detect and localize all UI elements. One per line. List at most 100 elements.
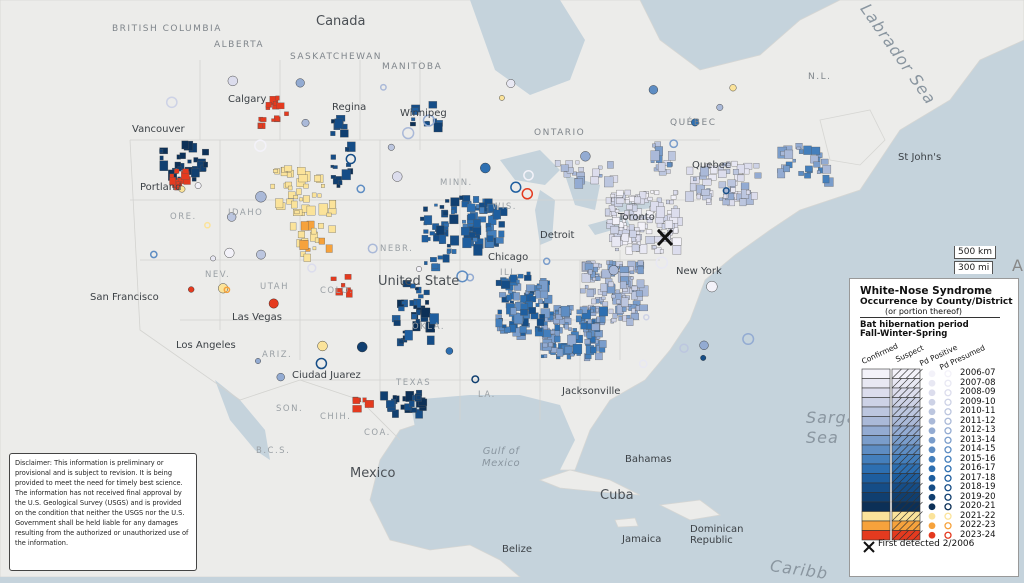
county-fill [538, 299, 543, 304]
county-fill [580, 322, 588, 330]
county-fill [646, 210, 654, 218]
county-fill [294, 210, 300, 215]
county-fill [434, 203, 438, 207]
county-fill [423, 229, 429, 234]
county-fill [591, 323, 600, 331]
county-fill [718, 181, 727, 189]
county-fill [673, 190, 678, 196]
legend-pd-positive-dot [928, 503, 936, 511]
legend-year-label: 2013-14 [960, 434, 996, 445]
county-fill [413, 305, 418, 309]
county-fill [508, 289, 513, 294]
county-fill [303, 195, 310, 203]
county-fill [306, 205, 316, 216]
county-fill [740, 182, 750, 190]
county-fill [650, 190, 655, 194]
county-fill [459, 195, 464, 200]
county-fill [637, 260, 644, 266]
legend-suspect-hatch [891, 378, 902, 389]
county-fill [792, 158, 796, 163]
county-fill [420, 307, 431, 318]
county-fill [495, 318, 503, 328]
county-fill [428, 101, 438, 109]
county-fill [296, 188, 302, 195]
legend-suspect-hatch [905, 482, 916, 493]
county-fill [746, 189, 751, 195]
legend-suspect-hatch [905, 454, 916, 465]
county-fill [461, 226, 470, 236]
legend-suspect-hatch [898, 463, 909, 474]
county-fill [734, 191, 739, 194]
pd-positive-marker [480, 162, 491, 174]
county-fill [650, 150, 660, 161]
legend-confirmed-swatch [861, 520, 891, 531]
legend-suspect-hatch [898, 378, 909, 389]
city-label: Vancouver [132, 124, 185, 135]
legend-suspect-hatch [898, 530, 909, 541]
county-fill [598, 263, 602, 268]
county-fill [574, 178, 584, 189]
legend-confirmed-swatch [861, 530, 891, 541]
legend-confirmed-swatch [861, 454, 891, 465]
legend-suspect-hatch [898, 435, 909, 446]
state-label: COA. [364, 428, 391, 438]
legend-suspect-hatch [905, 473, 916, 484]
scale-mi: 300 mi [954, 261, 994, 274]
legend-confirmed-swatch [861, 482, 891, 493]
county-fill [635, 290, 643, 297]
county-fill [179, 152, 186, 159]
county-fill [590, 176, 599, 185]
county-fill [671, 208, 680, 218]
county-fill [608, 281, 614, 287]
county-fill [265, 102, 272, 108]
province-label: SASKATCHEWAN [290, 52, 382, 62]
state-label: UTAH [260, 282, 289, 292]
county-fill [668, 151, 676, 161]
city-label: Jacksonville [562, 386, 621, 397]
county-fill [611, 318, 617, 323]
legend-pd-positive-dot [928, 531, 936, 539]
county-fill [645, 229, 653, 235]
pd-presumed-marker [471, 375, 480, 384]
legend-confirmed-swatch [861, 473, 891, 484]
county-fill [626, 317, 634, 326]
city-label: Toronto [618, 212, 655, 223]
county-fill [673, 227, 679, 234]
country-label-mexico: Mexico [350, 466, 396, 481]
state-label: ORE. [170, 212, 197, 222]
legend-suspect-hatch [898, 492, 909, 503]
county-fill [803, 145, 812, 155]
legend-suspect-hatch [898, 416, 909, 427]
county-fill [431, 263, 439, 270]
legend-suspect-hatch [891, 463, 902, 474]
legend-suspect-swatch [891, 368, 921, 379]
county-fill [488, 215, 497, 225]
county-fill [586, 331, 592, 339]
county-fill [352, 405, 362, 413]
legend-year-label: 2022-23 [960, 520, 996, 530]
county-fill [595, 276, 601, 281]
legend-suspect-hatch [891, 444, 902, 455]
legend-pd-positive-dot [928, 408, 936, 416]
pd-positive-marker [255, 191, 267, 203]
county-fill [284, 165, 293, 172]
county-fill [517, 273, 524, 279]
pd-positive-marker [268, 298, 279, 309]
county-fill [626, 315, 631, 319]
county-fill [595, 352, 603, 361]
county-fill [816, 170, 821, 174]
county-fill [423, 206, 428, 212]
county-fill [311, 192, 317, 198]
county-fill [564, 324, 569, 330]
county-fill [462, 195, 471, 202]
county-fill [619, 266, 629, 273]
pd-positive-marker [276, 373, 285, 382]
county-fill [341, 169, 351, 181]
county-fill [624, 189, 631, 196]
legend-suspect-hatch [898, 501, 909, 512]
legend-suspect-hatch [912, 511, 923, 522]
legend-pd-presumed-ring [944, 417, 952, 425]
county-fill [528, 307, 536, 314]
county-fill [321, 184, 325, 188]
legend-suspect-hatch [891, 435, 902, 446]
